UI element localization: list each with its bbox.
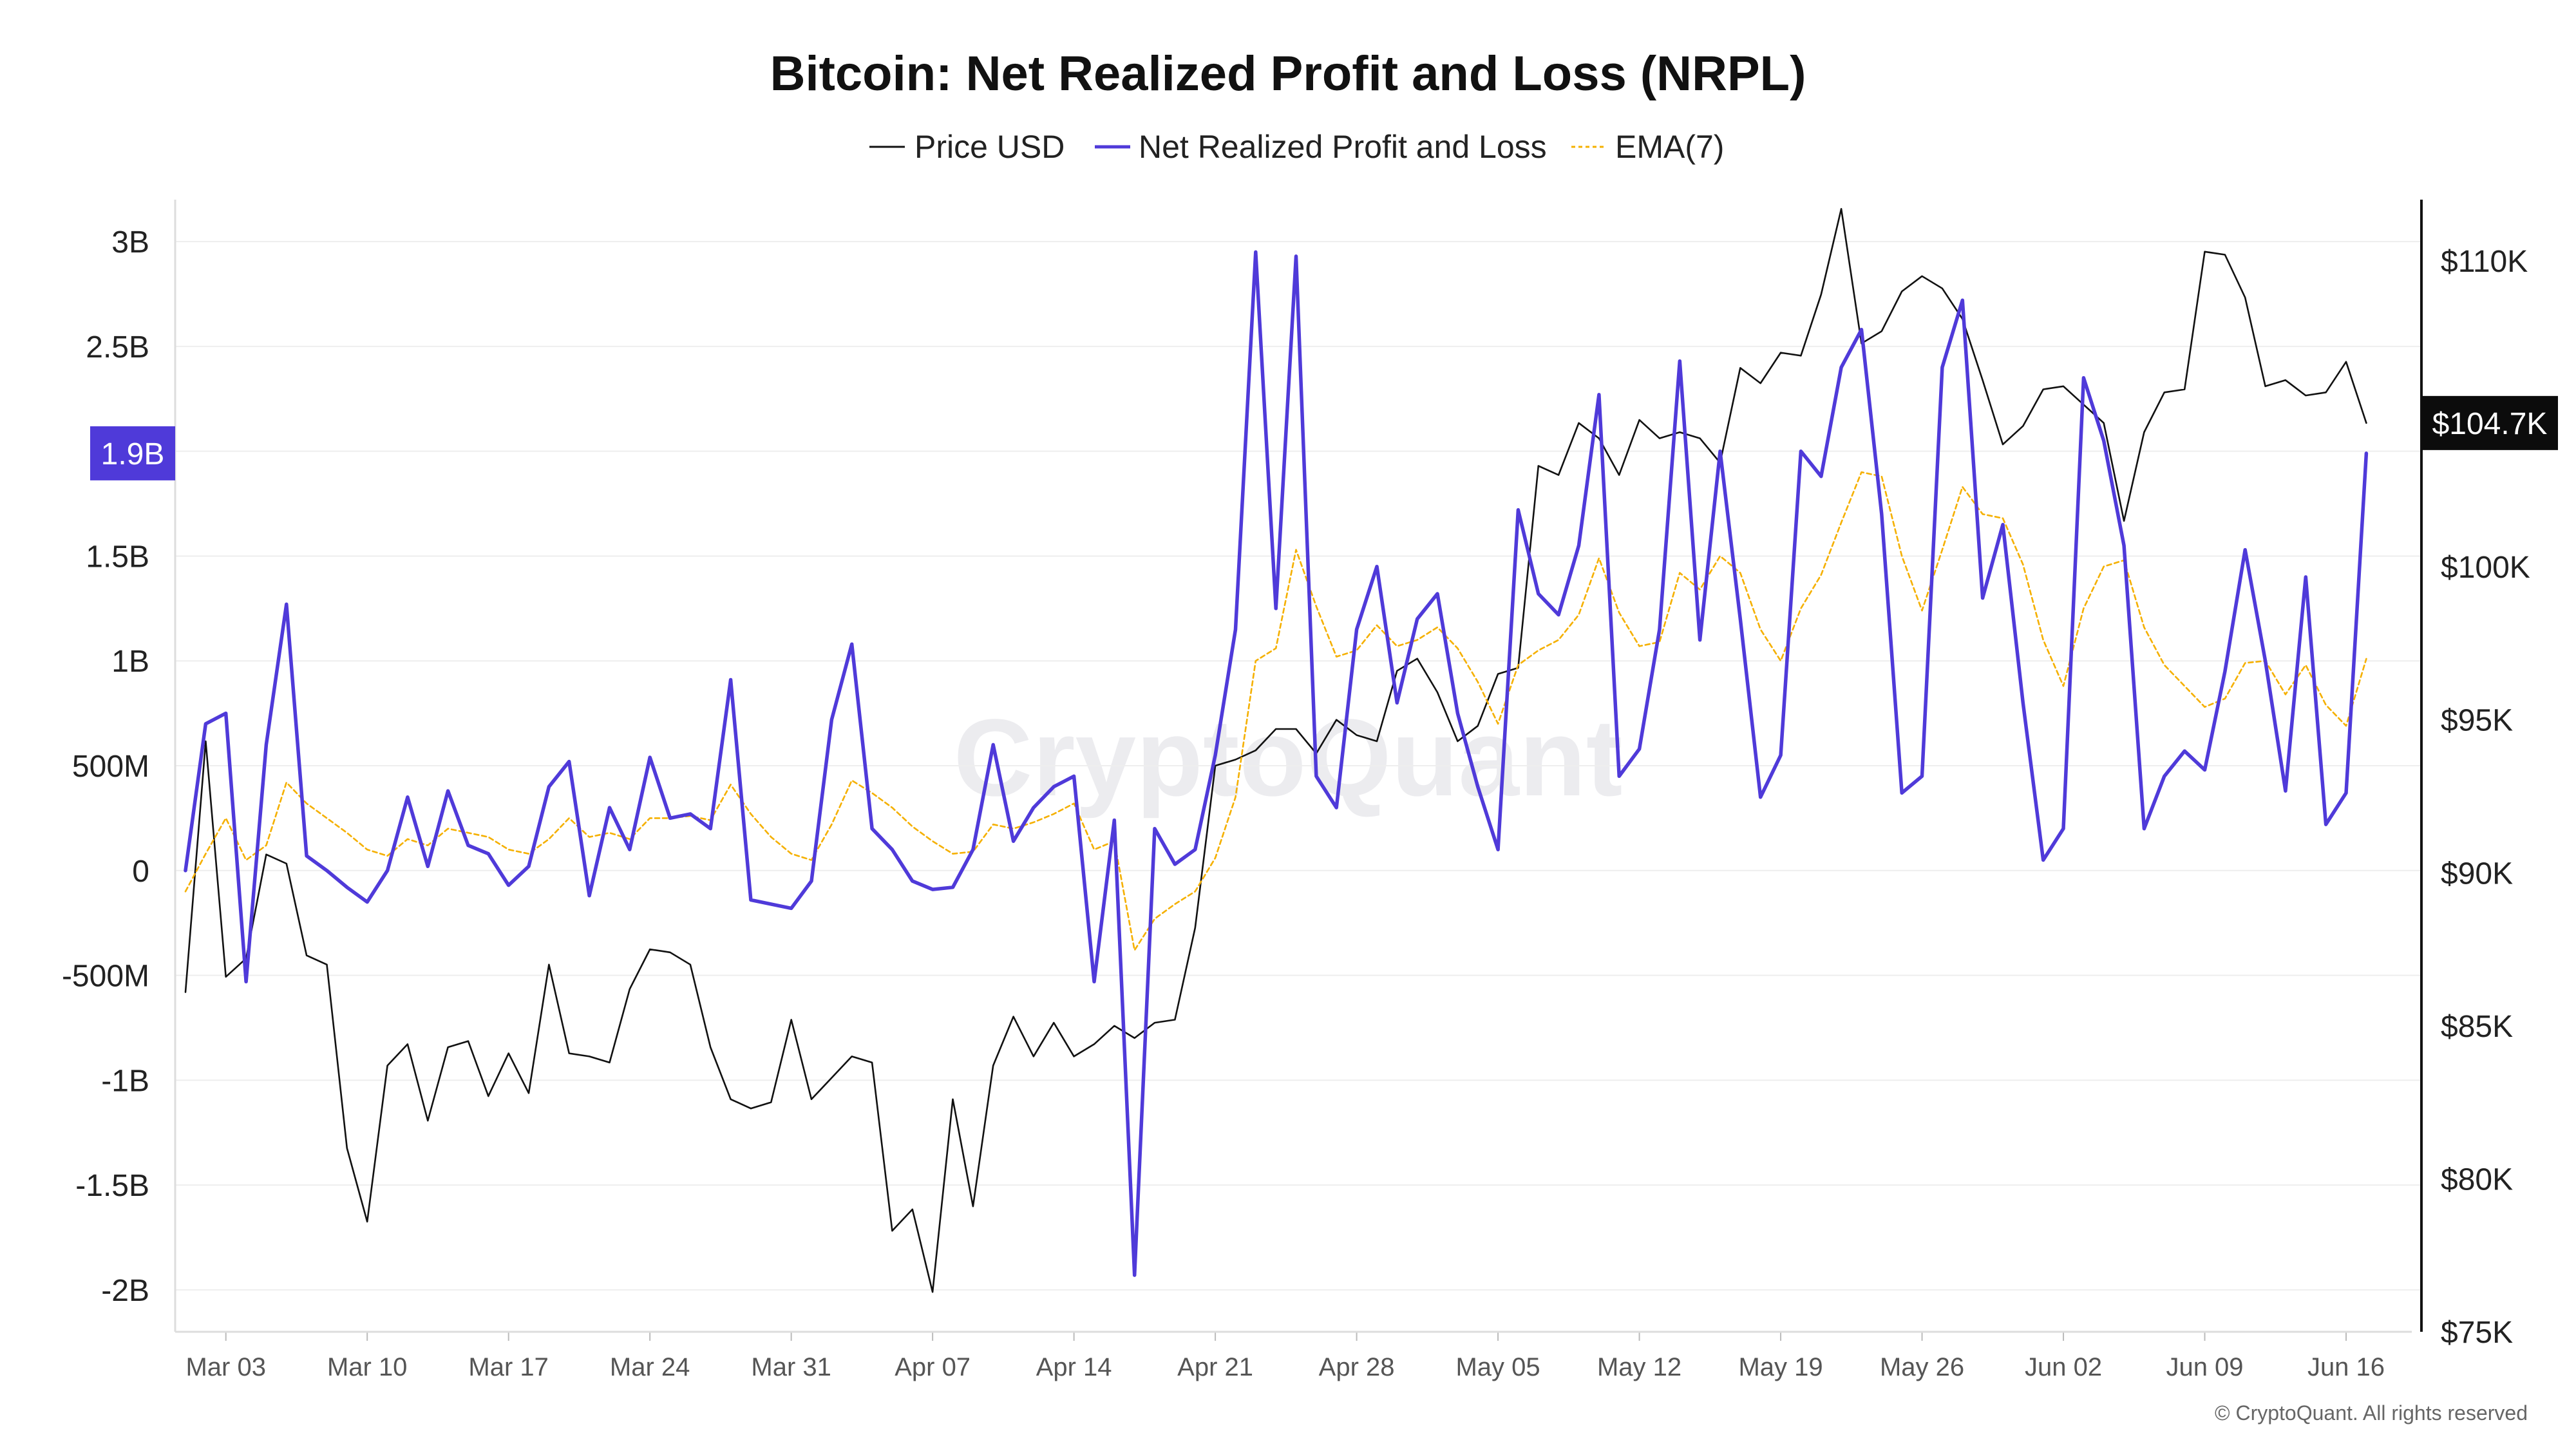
legend-label-ema: EMA(7) bbox=[1615, 129, 1724, 165]
series-price-line bbox=[184, 207, 2367, 1293]
value-badges: 1.9B $104.7K bbox=[90, 395, 2558, 480]
series-nrpl-line bbox=[184, 250, 2369, 1277]
legend-label-price: Price USD bbox=[914, 129, 1065, 165]
y-left-tick-label: 2.5B bbox=[86, 330, 149, 365]
x-tick-label: Jun 16 bbox=[2307, 1353, 2385, 1381]
x-tick-label: May 05 bbox=[1455, 1353, 1540, 1381]
x-tick-label: May 19 bbox=[1738, 1353, 1823, 1381]
current-nrpl-value: 1.9B bbox=[101, 437, 165, 471]
current-price-value: $104.7K bbox=[2432, 407, 2548, 441]
current-price-badge bbox=[2421, 395, 2558, 450]
copyright-notice: © CryptoQuant. All rights reserved bbox=[2215, 1401, 2528, 1425]
x-tick-label: May 26 bbox=[1880, 1353, 1964, 1381]
legend-item-ema[interactable]: EMA(7) bbox=[1571, 129, 1724, 165]
y-left-tick-label: 1.5B bbox=[86, 540, 149, 574]
grid bbox=[175, 241, 2421, 1291]
y-left-tick-label: 500M bbox=[72, 750, 149, 784]
x-tick-label: Apr 28 bbox=[1319, 1353, 1395, 1381]
y-right-tick-label: $95K bbox=[2441, 704, 2513, 738]
x-tick-label: Mar 31 bbox=[751, 1353, 831, 1381]
legend: Price USD Net Realized Profit and Loss E… bbox=[869, 129, 1724, 165]
current-nrpl-badge bbox=[90, 426, 175, 480]
y-right-tick-label: $85K bbox=[2441, 1010, 2513, 1044]
y-left-tick-label: 1B bbox=[111, 645, 149, 679]
x-tick-label: Jun 09 bbox=[2166, 1353, 2243, 1381]
x-tick-label: Apr 07 bbox=[895, 1353, 971, 1381]
y-right-tick-label: $90K bbox=[2441, 857, 2513, 891]
x-tick-label: Mar 24 bbox=[610, 1353, 690, 1381]
tick-labels: 3B2.5B2B1.5B1B500M0-500M-1B-1.5B-2B$110K… bbox=[62, 225, 2530, 1381]
x-tick-label: Apr 14 bbox=[1036, 1353, 1112, 1381]
x-tick-label: Jun 02 bbox=[2025, 1353, 2102, 1381]
y-left-tick-label: -1.5B bbox=[75, 1169, 149, 1203]
y-right-tick-label: $100K bbox=[2441, 551, 2530, 585]
y-left-tick-label: 0 bbox=[132, 855, 149, 889]
x-tick-label: May 12 bbox=[1597, 1353, 1681, 1381]
x-tick-label: Mar 17 bbox=[468, 1353, 549, 1381]
y-left-tick-label: -2B bbox=[101, 1274, 149, 1308]
axes bbox=[174, 200, 2423, 1341]
x-tick-label: Apr 21 bbox=[1177, 1353, 1253, 1381]
y-left-tick-label: -500M bbox=[62, 960, 149, 994]
y-right-tick-label: $110K bbox=[2441, 245, 2528, 279]
y-left-tick-label: -1B bbox=[101, 1064, 149, 1098]
legend-label-nrpl: Net Realized Profit and Loss bbox=[1139, 129, 1547, 165]
watermark: CryptoQuant bbox=[954, 697, 1623, 819]
legend-item-nrpl[interactable]: Net Realized Profit and Loss bbox=[1095, 129, 1547, 165]
x-tick-label: Mar 10 bbox=[327, 1353, 408, 1381]
series bbox=[184, 207, 2369, 1293]
chart-title: Bitcoin: Net Realized Profit and Loss (N… bbox=[770, 46, 1806, 101]
y-right-tick-label: $80K bbox=[2441, 1162, 2513, 1197]
series-ema-line bbox=[184, 471, 2367, 951]
x-tick-label: Mar 03 bbox=[185, 1353, 266, 1381]
y-left-tick-label: 3B bbox=[111, 225, 149, 260]
legend-item-price[interactable]: Price USD bbox=[869, 129, 1065, 165]
y-right-tick-label: $75K bbox=[2441, 1316, 2513, 1350]
